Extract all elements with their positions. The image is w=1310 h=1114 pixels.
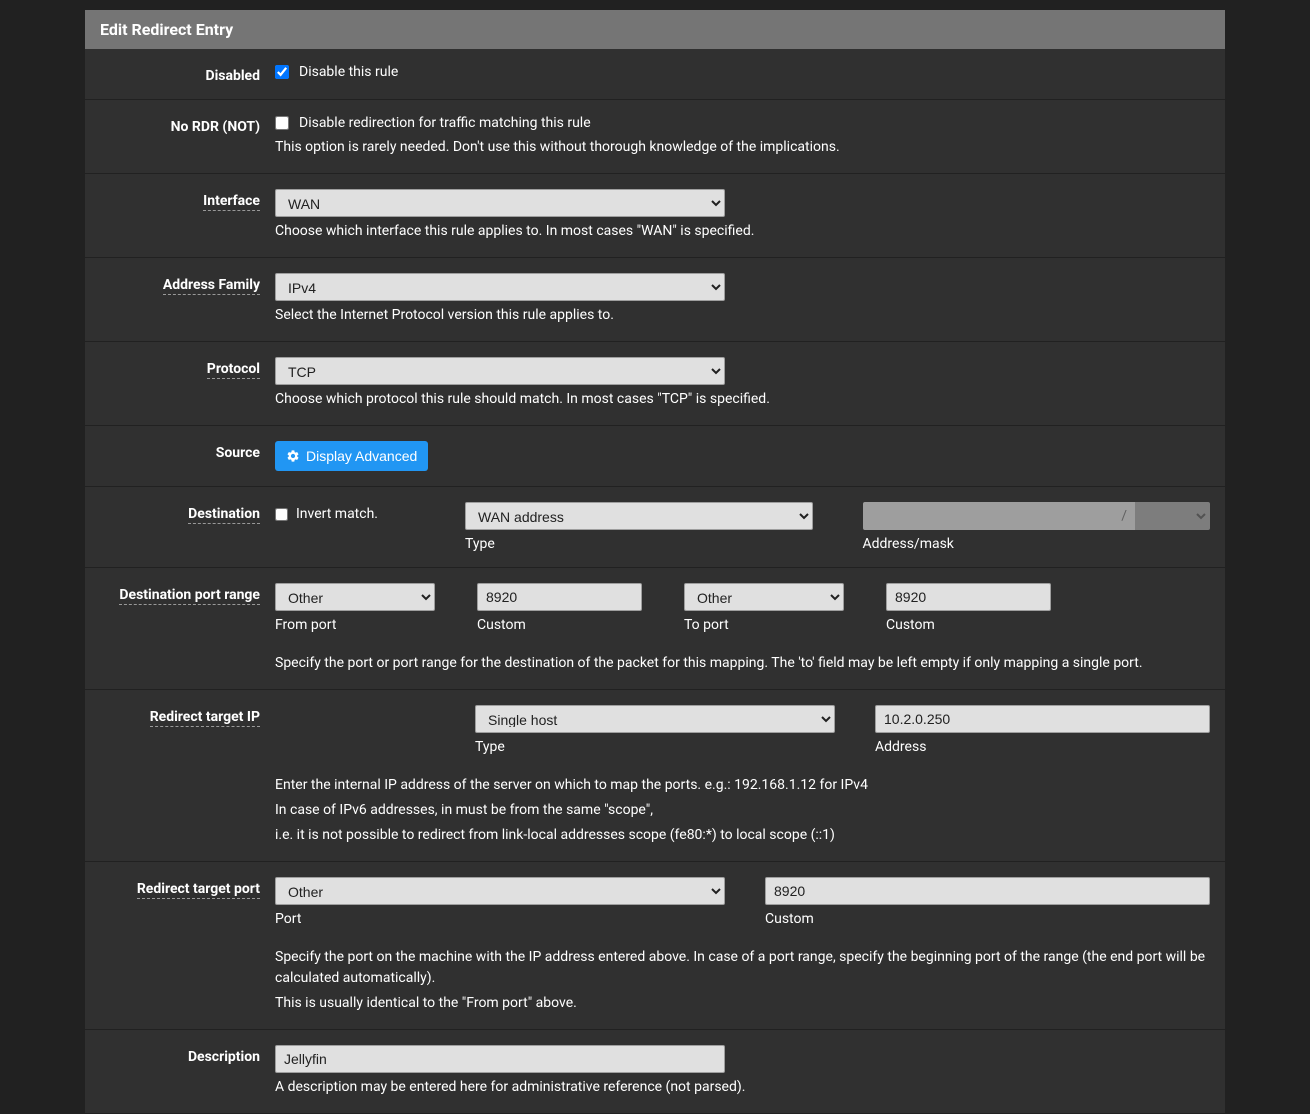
help-redirect-ip-2: In case of IPv6 addresses, in must be fr… <box>275 800 1210 821</box>
select-address-family[interactable]: IPv4 <box>275 273 725 301</box>
invert-match-label: Invert match. <box>296 506 378 522</box>
label-source: Source <box>100 441 275 471</box>
row-source: Source Display Advanced <box>85 426 1225 487</box>
sublabel-destination-type: Type <box>465 536 813 552</box>
sublabel-destination-mask: Address/mask <box>863 536 1211 552</box>
input-from-custom[interactable] <box>477 583 642 611</box>
sublabel-to-port: To port <box>684 617 844 633</box>
checkbox-invert-match[interactable] <box>275 508 288 521</box>
input-redirect-port-custom[interactable] <box>765 877 1210 905</box>
label-redirect-port: Redirect target port <box>100 877 275 1014</box>
row-address-family: Address Family IPv4 Select the Internet … <box>85 258 1225 342</box>
label-destination: Destination <box>100 502 275 552</box>
select-redirect-port[interactable]: Other <box>275 877 725 905</box>
checkbox-disabled[interactable] <box>275 65 289 79</box>
help-nordr: This option is rarely needed. Don't use … <box>275 137 1210 158</box>
row-disabled: Disabled Disable this rule <box>85 49 1225 100</box>
select-to-port[interactable]: Other <box>684 583 844 611</box>
help-redirect-port-1: Specify the port on the machine with the… <box>275 947 1210 989</box>
help-address-family: Select the Internet Protocol version thi… <box>275 305 1210 326</box>
row-dst-port-range: Destination port range Other From port C… <box>85 568 1225 690</box>
checkbox-nordr-label: Disable redirection for traffic matching… <box>299 115 591 131</box>
input-to-custom[interactable] <box>886 583 1051 611</box>
label-redirect-ip: Redirect target IP <box>100 705 275 846</box>
sublabel-from-port: From port <box>275 617 435 633</box>
checkbox-nordr[interactable] <box>275 116 289 130</box>
select-destination-type[interactable]: WAN address <box>465 502 813 530</box>
label-nordr: No RDR (NOT) <box>100 115 275 158</box>
select-destination-mask <box>1135 502 1210 530</box>
select-redirect-type[interactable]: Single host <box>475 705 835 733</box>
sublabel-redirect-address: Address <box>875 739 1210 755</box>
help-protocol: Choose which protocol this rule should m… <box>275 389 1210 410</box>
input-destination-address <box>863 502 1114 530</box>
label-description: Description <box>100 1045 275 1098</box>
select-from-port[interactable]: Other <box>275 583 435 611</box>
select-interface[interactable]: WAN <box>275 189 725 217</box>
row-interface: Interface WAN Choose which interface thi… <box>85 174 1225 258</box>
help-interface: Choose which interface this rule applies… <box>275 221 1210 242</box>
row-redirect-port: Redirect target port Other Port Custom S… <box>85 862 1225 1030</box>
label-protocol: Protocol <box>100 357 275 410</box>
display-advanced-label: Display Advanced <box>306 448 417 464</box>
checkbox-disabled-label: Disable this rule <box>299 64 398 80</box>
help-redirect-port-2: This is usually identical to the "From p… <box>275 993 1210 1014</box>
sublabel-redirect-port-custom: Custom <box>765 911 1210 927</box>
label-disabled: Disabled <box>100 64 275 84</box>
edit-redirect-panel: Edit Redirect Entry Disabled Disable thi… <box>85 10 1225 1114</box>
row-protocol: Protocol TCP Choose which protocol this … <box>85 342 1225 426</box>
help-dst-port-range: Specify the port or port range for the d… <box>275 653 1210 674</box>
label-interface: Interface <box>100 189 275 242</box>
row-redirect-ip: Redirect target IP Single host Type Addr… <box>85 690 1225 862</box>
row-description: Description A description may be entered… <box>85 1030 1225 1114</box>
select-protocol[interactable]: TCP <box>275 357 725 385</box>
mask-separator: / <box>1113 502 1135 530</box>
sublabel-redirect-port: Port <box>275 911 725 927</box>
sublabel-to-custom: Custom <box>886 617 1051 633</box>
display-advanced-button[interactable]: Display Advanced <box>275 441 428 471</box>
help-redirect-ip-3: i.e. it is not possible to redirect from… <box>275 825 1210 846</box>
gear-icon <box>286 449 300 463</box>
row-destination: Destination Invert match. WAN address Ty… <box>85 487 1225 568</box>
label-dst-port-range: Destination port range <box>100 583 275 674</box>
sublabel-redirect-type: Type <box>475 739 835 755</box>
panel-title: Edit Redirect Entry <box>85 10 1225 49</box>
sublabel-from-custom: Custom <box>477 617 642 633</box>
input-description[interactable] <box>275 1045 725 1073</box>
help-redirect-ip-1: Enter the internal IP address of the ser… <box>275 775 1210 796</box>
row-nordr: No RDR (NOT) Disable redirection for tra… <box>85 100 1225 174</box>
help-description: A description may be entered here for ad… <box>275 1077 1210 1098</box>
input-redirect-address[interactable] <box>875 705 1210 733</box>
label-address-family: Address Family <box>100 273 275 326</box>
